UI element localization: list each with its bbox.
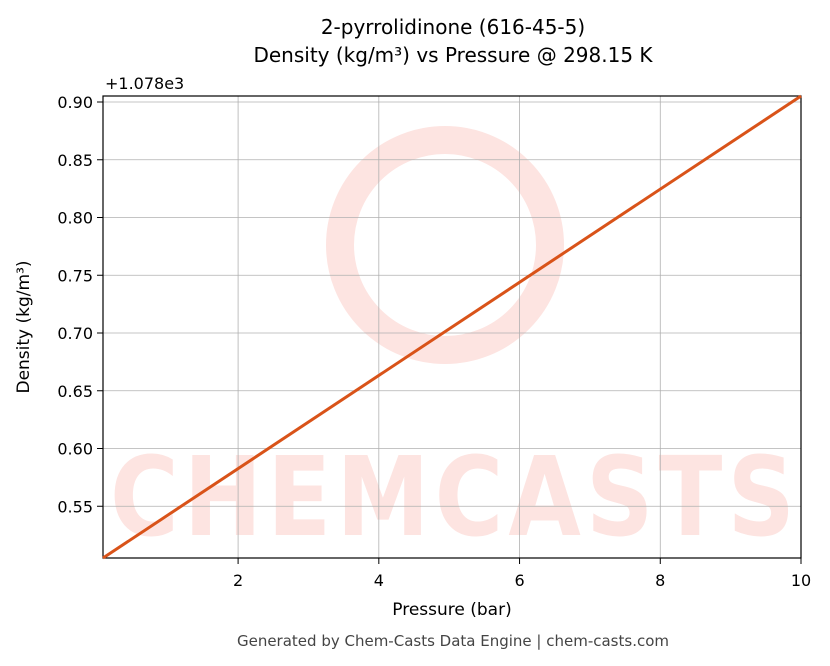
y-tick-label: 0.80: [57, 209, 93, 228]
y-tick-label: 0.70: [57, 324, 93, 343]
x-tick-label: 6: [514, 571, 524, 590]
y-tick-label: 0.85: [57, 151, 93, 170]
watermark-logo: [326, 126, 564, 364]
y-tick-label: 0.90: [57, 93, 93, 112]
y-tick-label: 0.65: [57, 382, 93, 401]
chart-subtitle: Density (kg/m³) vs Pressure @ 298.15 K: [253, 43, 653, 67]
y-tick-label: 0.60: [57, 440, 93, 459]
x-tick-label: 2: [233, 571, 243, 590]
y-tick-label: 0.55: [57, 497, 93, 516]
plot-frame: [102, 95, 802, 559]
x-tick-label: 4: [374, 571, 384, 590]
x-tick-label: 10: [791, 571, 811, 590]
chart-title: 2-pyrrolidinone (616-45-5): [321, 15, 585, 39]
y-axis-label: Density (kg/m³): [14, 260, 34, 393]
watermark: CHEMCASTS: [110, 433, 800, 561]
data-line: [102, 94, 802, 560]
footer: Generated by Chem-Casts Data Engine | ch…: [237, 632, 669, 650]
y-tick-label: 0.75: [57, 266, 93, 285]
x-tick-label: 8: [655, 571, 665, 590]
y-offset-label: +1.078e3: [105, 74, 184, 93]
x-axis-label: Pressure (bar): [392, 600, 511, 620]
